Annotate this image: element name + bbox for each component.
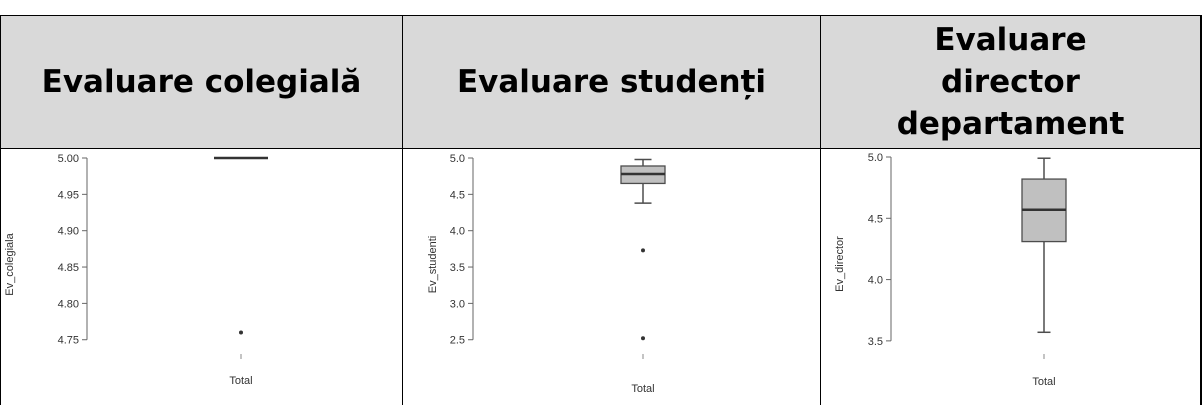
y-tick-label: 3.5 xyxy=(868,336,883,348)
y-tick-label: 4.5 xyxy=(450,189,465,201)
table-border-left xyxy=(0,15,1,405)
y-tick-label: 5.0 xyxy=(450,153,465,165)
plot-cell-studenti: 5.0 4.5 4.0 3.5 3.0 2.5 Ev_studenti Total xyxy=(403,149,820,405)
y-tick-label: 4.0 xyxy=(450,226,465,238)
y-axis-title: Ev_colegiala xyxy=(4,232,16,295)
header-label: Evaluare studenți xyxy=(456,64,767,100)
y-tick-label: 4.75 xyxy=(58,335,79,347)
outlier-point xyxy=(641,248,645,253)
outlier-point xyxy=(641,336,645,341)
y-tick-label: 4.5 xyxy=(868,213,883,225)
table-border-right xyxy=(1200,15,1202,405)
header-evaluare-studenti: Evaluare studenți xyxy=(403,16,820,148)
header-label: Evaluare director departament xyxy=(896,22,1125,142)
outlier-point xyxy=(239,330,243,335)
y-tick-label: 3.0 xyxy=(450,298,465,310)
table-border-col2 xyxy=(820,15,821,405)
y-tick-label: 4.0 xyxy=(868,275,883,287)
boxplot-ev-colegiala: 5.00 4.95 4.90 4.85 4.80 4.75 Ev_colegiala Tota… xyxy=(4,153,268,387)
boxplot-ev-director: 5.0 4.5 4.0 3.5 Ev_director Total xyxy=(834,152,1067,388)
y-axis-title: Ev_studenti xyxy=(427,236,439,293)
y-tick-label: 4.85 xyxy=(58,262,79,274)
table-border-col1 xyxy=(402,15,403,405)
y-axis-title: Ev_director xyxy=(834,236,846,292)
y-tick-label: 4.80 xyxy=(58,298,79,310)
y-tick-label: 4.90 xyxy=(58,226,79,238)
boxplot-ev-studenti: 5.0 4.5 4.0 3.5 3.0 2.5 Ev_studenti Total xyxy=(427,153,666,395)
plot-cell-colegiala: 5.00 4.95 4.90 4.85 4.80 4.75 Ev_colegiala Tota… xyxy=(1,149,402,405)
y-tick-label: 3.5 xyxy=(450,262,465,274)
plot-cell-director: 5.0 4.5 4.0 3.5 Ev_director Total xyxy=(821,149,1200,405)
y-tick-label: 5.00 xyxy=(58,153,79,165)
x-axis-label: Total xyxy=(631,383,654,395)
table-border-mid xyxy=(0,148,1202,149)
header-evaluare-colegiala: Evaluare colegială xyxy=(1,16,402,148)
y-tick-label: 2.5 xyxy=(450,335,465,347)
header-label: Evaluare colegială xyxy=(41,64,362,100)
x-axis-label: Total xyxy=(229,375,252,387)
x-axis-label: Total xyxy=(1032,376,1055,388)
y-tick-label: 4.95 xyxy=(58,189,79,201)
y-tick-label: 5.0 xyxy=(868,152,883,164)
header-evaluare-director: Evaluare director departament xyxy=(821,16,1200,148)
